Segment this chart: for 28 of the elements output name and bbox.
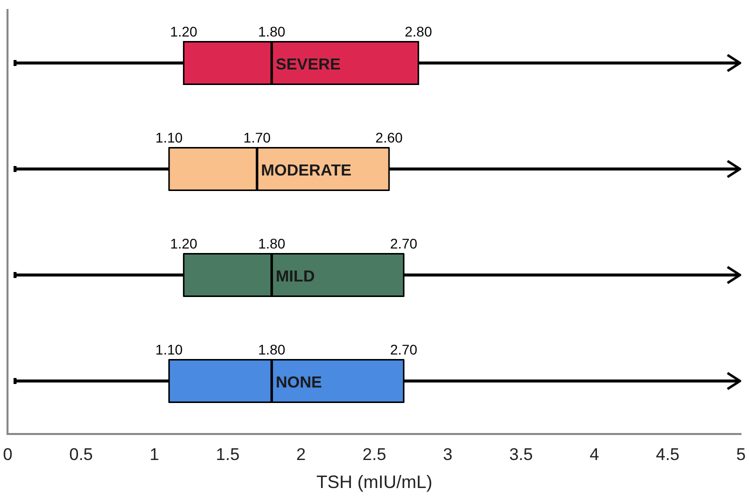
x-tick-label: 0.5 [69, 444, 93, 464]
y-tick-label: SEVERE [276, 56, 341, 74]
y-tick-label: MILD [276, 268, 315, 286]
x-tick-label: 5 [736, 444, 746, 464]
x-tick-label: 3 [442, 444, 452, 464]
x-tick-label: 4 [590, 444, 600, 464]
text: 2.70 [390, 342, 418, 358]
text: 1.10 [155, 130, 183, 146]
text: 2.70 [390, 236, 418, 252]
y-tick-label: MODERATE [261, 162, 352, 180]
text: 1.80 [258, 24, 286, 40]
text: 2.60 [375, 130, 403, 146]
text: 1.80 [258, 342, 286, 358]
text: 1.20 [170, 24, 198, 40]
x-tick-label: 4.5 [656, 444, 680, 464]
x-tick-label: 3.5 [509, 444, 533, 464]
x-tick-label: 2 [296, 444, 306, 464]
text: 2.80 [404, 24, 432, 40]
x-tick-label: 1 [150, 444, 160, 464]
x-tick-label: 2.5 [362, 444, 386, 464]
y-tick-label: NONE [276, 374, 322, 392]
x-tick-label: 1.5 [216, 444, 240, 464]
x-axis-title: TSH (mIU/mL) [316, 472, 432, 492]
text: 1.20 [170, 236, 198, 252]
text: 1.10 [155, 342, 183, 358]
text: 1.70 [243, 130, 271, 146]
text: 1.80 [258, 236, 286, 252]
x-tick-label: 0 [2, 444, 12, 464]
